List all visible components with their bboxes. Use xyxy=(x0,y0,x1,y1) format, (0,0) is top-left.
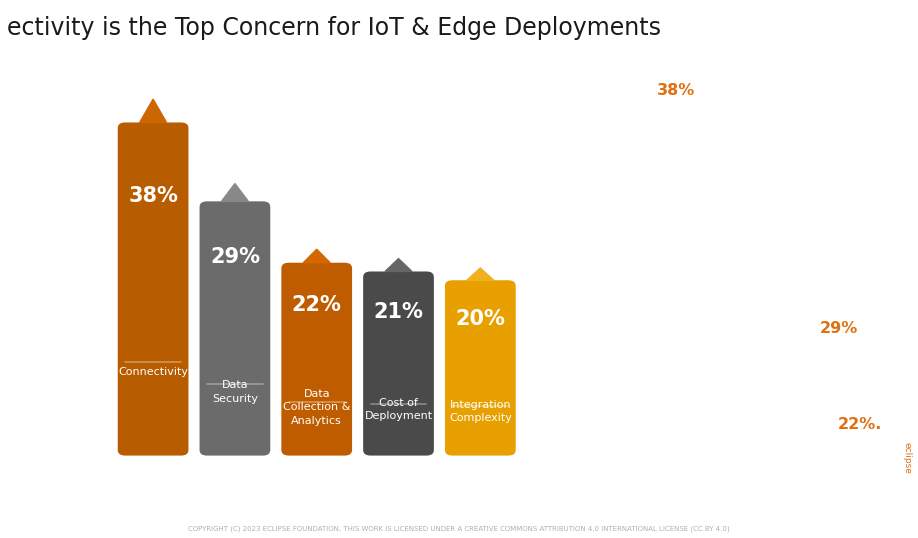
FancyBboxPatch shape xyxy=(281,263,353,456)
Text: consideration w: consideration w xyxy=(657,179,784,194)
Text: ectivity is the Top Concern for IoT & Edge Deployments: ectivity is the Top Concern for IoT & Ed… xyxy=(7,16,661,40)
Text: Integration
Complexity: Integration Complexity xyxy=(449,400,511,423)
Text: Data
Collection &
Analytics: Data Collection & Analytics xyxy=(283,389,351,426)
Text: , a: , a xyxy=(874,321,894,336)
Text: data collection: data collection xyxy=(657,369,797,384)
Text: conne: conne xyxy=(801,83,856,98)
Text: deploying IoT &: deploying IoT & xyxy=(657,226,783,241)
Text: Cost of
Deployment: Cost of Deployment xyxy=(364,398,432,421)
Text: 29%: 29% xyxy=(210,247,260,267)
Text: 38%: 38% xyxy=(129,186,178,206)
Text: COPYRIGHT (C) 2023 ECLIPSE FOUNDATION. THIS WORK IS LICENSED UNDER A CREATIVE CO: COPYRIGHT (C) 2023 ECLIPSE FOUNDATION. T… xyxy=(188,525,730,532)
Text: see: see xyxy=(711,83,749,98)
Text: 38%: 38% xyxy=(657,83,695,98)
Text: eclipse: eclipse xyxy=(902,442,912,473)
Text: 22%: 22% xyxy=(292,295,341,315)
Text: a primary desig: a primary desig xyxy=(657,131,783,146)
Text: 29%: 29% xyxy=(820,321,857,336)
Polygon shape xyxy=(140,99,166,123)
Polygon shape xyxy=(467,268,494,280)
Text: Data
Security: Data Security xyxy=(212,380,258,404)
Text: solutions, follo: solutions, follo xyxy=(657,274,773,289)
FancyBboxPatch shape xyxy=(364,272,434,456)
Text: 20%: 20% xyxy=(455,309,505,329)
Text: Connectivity: Connectivity xyxy=(118,367,188,377)
Polygon shape xyxy=(221,183,249,201)
Text: 22%.: 22%. xyxy=(837,416,882,431)
Text: analytics: analytics xyxy=(657,416,744,431)
Text: security: security xyxy=(657,321,735,336)
Polygon shape xyxy=(303,249,330,263)
FancyBboxPatch shape xyxy=(445,280,516,456)
Text: 21%: 21% xyxy=(374,302,423,322)
FancyBboxPatch shape xyxy=(199,201,270,456)
Polygon shape xyxy=(385,259,412,272)
FancyBboxPatch shape xyxy=(118,123,188,456)
